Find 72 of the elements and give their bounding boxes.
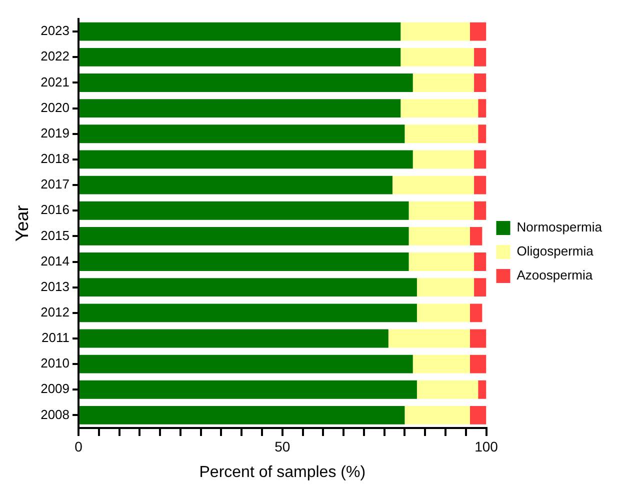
bar [470,226,482,246]
y-tick-label: 2017 [40,176,70,192]
bar [400,99,478,118]
bar [80,354,413,374]
x-tick-label: 100 [474,438,498,454]
bar [474,278,486,297]
bar [80,252,409,271]
bar [478,380,486,399]
bar [80,278,417,297]
y-tick-label: 2010 [40,356,70,371]
bar [404,124,478,144]
bar [474,48,486,66]
x-tick-label: 50 [274,438,290,454]
bar [412,150,474,169]
x-tick-label: 0 [74,438,83,454]
x-axis-title: Percent of samples (%) [199,464,366,481]
bar [80,304,417,322]
y-tick-label: 2019 [40,125,70,140]
bar [412,74,474,92]
y-tick-label: 2018 [40,151,70,166]
bar [408,201,474,220]
bar [470,22,486,41]
bar [400,48,474,66]
y-tick-label: 2021 [40,74,70,90]
bar [474,176,486,194]
bar [80,406,405,424]
bar [80,99,401,118]
y-tick-label: 2022 [40,48,70,64]
legend-label: Normospermia [516,220,603,235]
bar [470,354,486,374]
bar [80,380,417,399]
y-axis-title: Year [12,205,32,242]
y-tick-label: 2013 [40,278,70,294]
y-tick-label: 2020 [40,100,70,115]
bar [80,48,401,66]
bar [478,124,486,144]
bar [80,329,388,348]
bar [408,252,474,271]
bar [80,176,392,194]
bar [80,201,409,220]
y-tick-label: 2015 [40,228,70,243]
bar [412,354,470,374]
bar [388,329,470,348]
bar [416,380,478,399]
y-tick-label: 2016 [40,202,70,218]
y-tick-label: 2009 [40,381,70,396]
bar [470,304,482,322]
y-tick-label: 2008 [40,406,70,422]
bar [478,99,486,118]
y-tick-label: 2023 [40,23,70,38]
bar [80,22,401,41]
bar [408,226,470,246]
bar [416,304,470,322]
bar [470,329,486,348]
bar [80,150,413,169]
legend-label: Oligospermia [516,244,594,259]
bar [404,406,470,424]
bar [392,176,474,194]
y-tick-label: 2012 [40,304,70,320]
bar [80,74,413,92]
y-tick-label: 2011 [42,330,70,346]
bar [474,74,486,92]
bar [470,406,486,424]
legend-label: Azoospermia [516,268,594,283]
bar [474,201,486,220]
bar [474,252,486,271]
bar [416,278,474,297]
bar [80,124,405,144]
bar [474,150,486,169]
bar [80,226,409,246]
y-tick-label: 2014 [40,253,70,268]
bar [400,22,470,41]
